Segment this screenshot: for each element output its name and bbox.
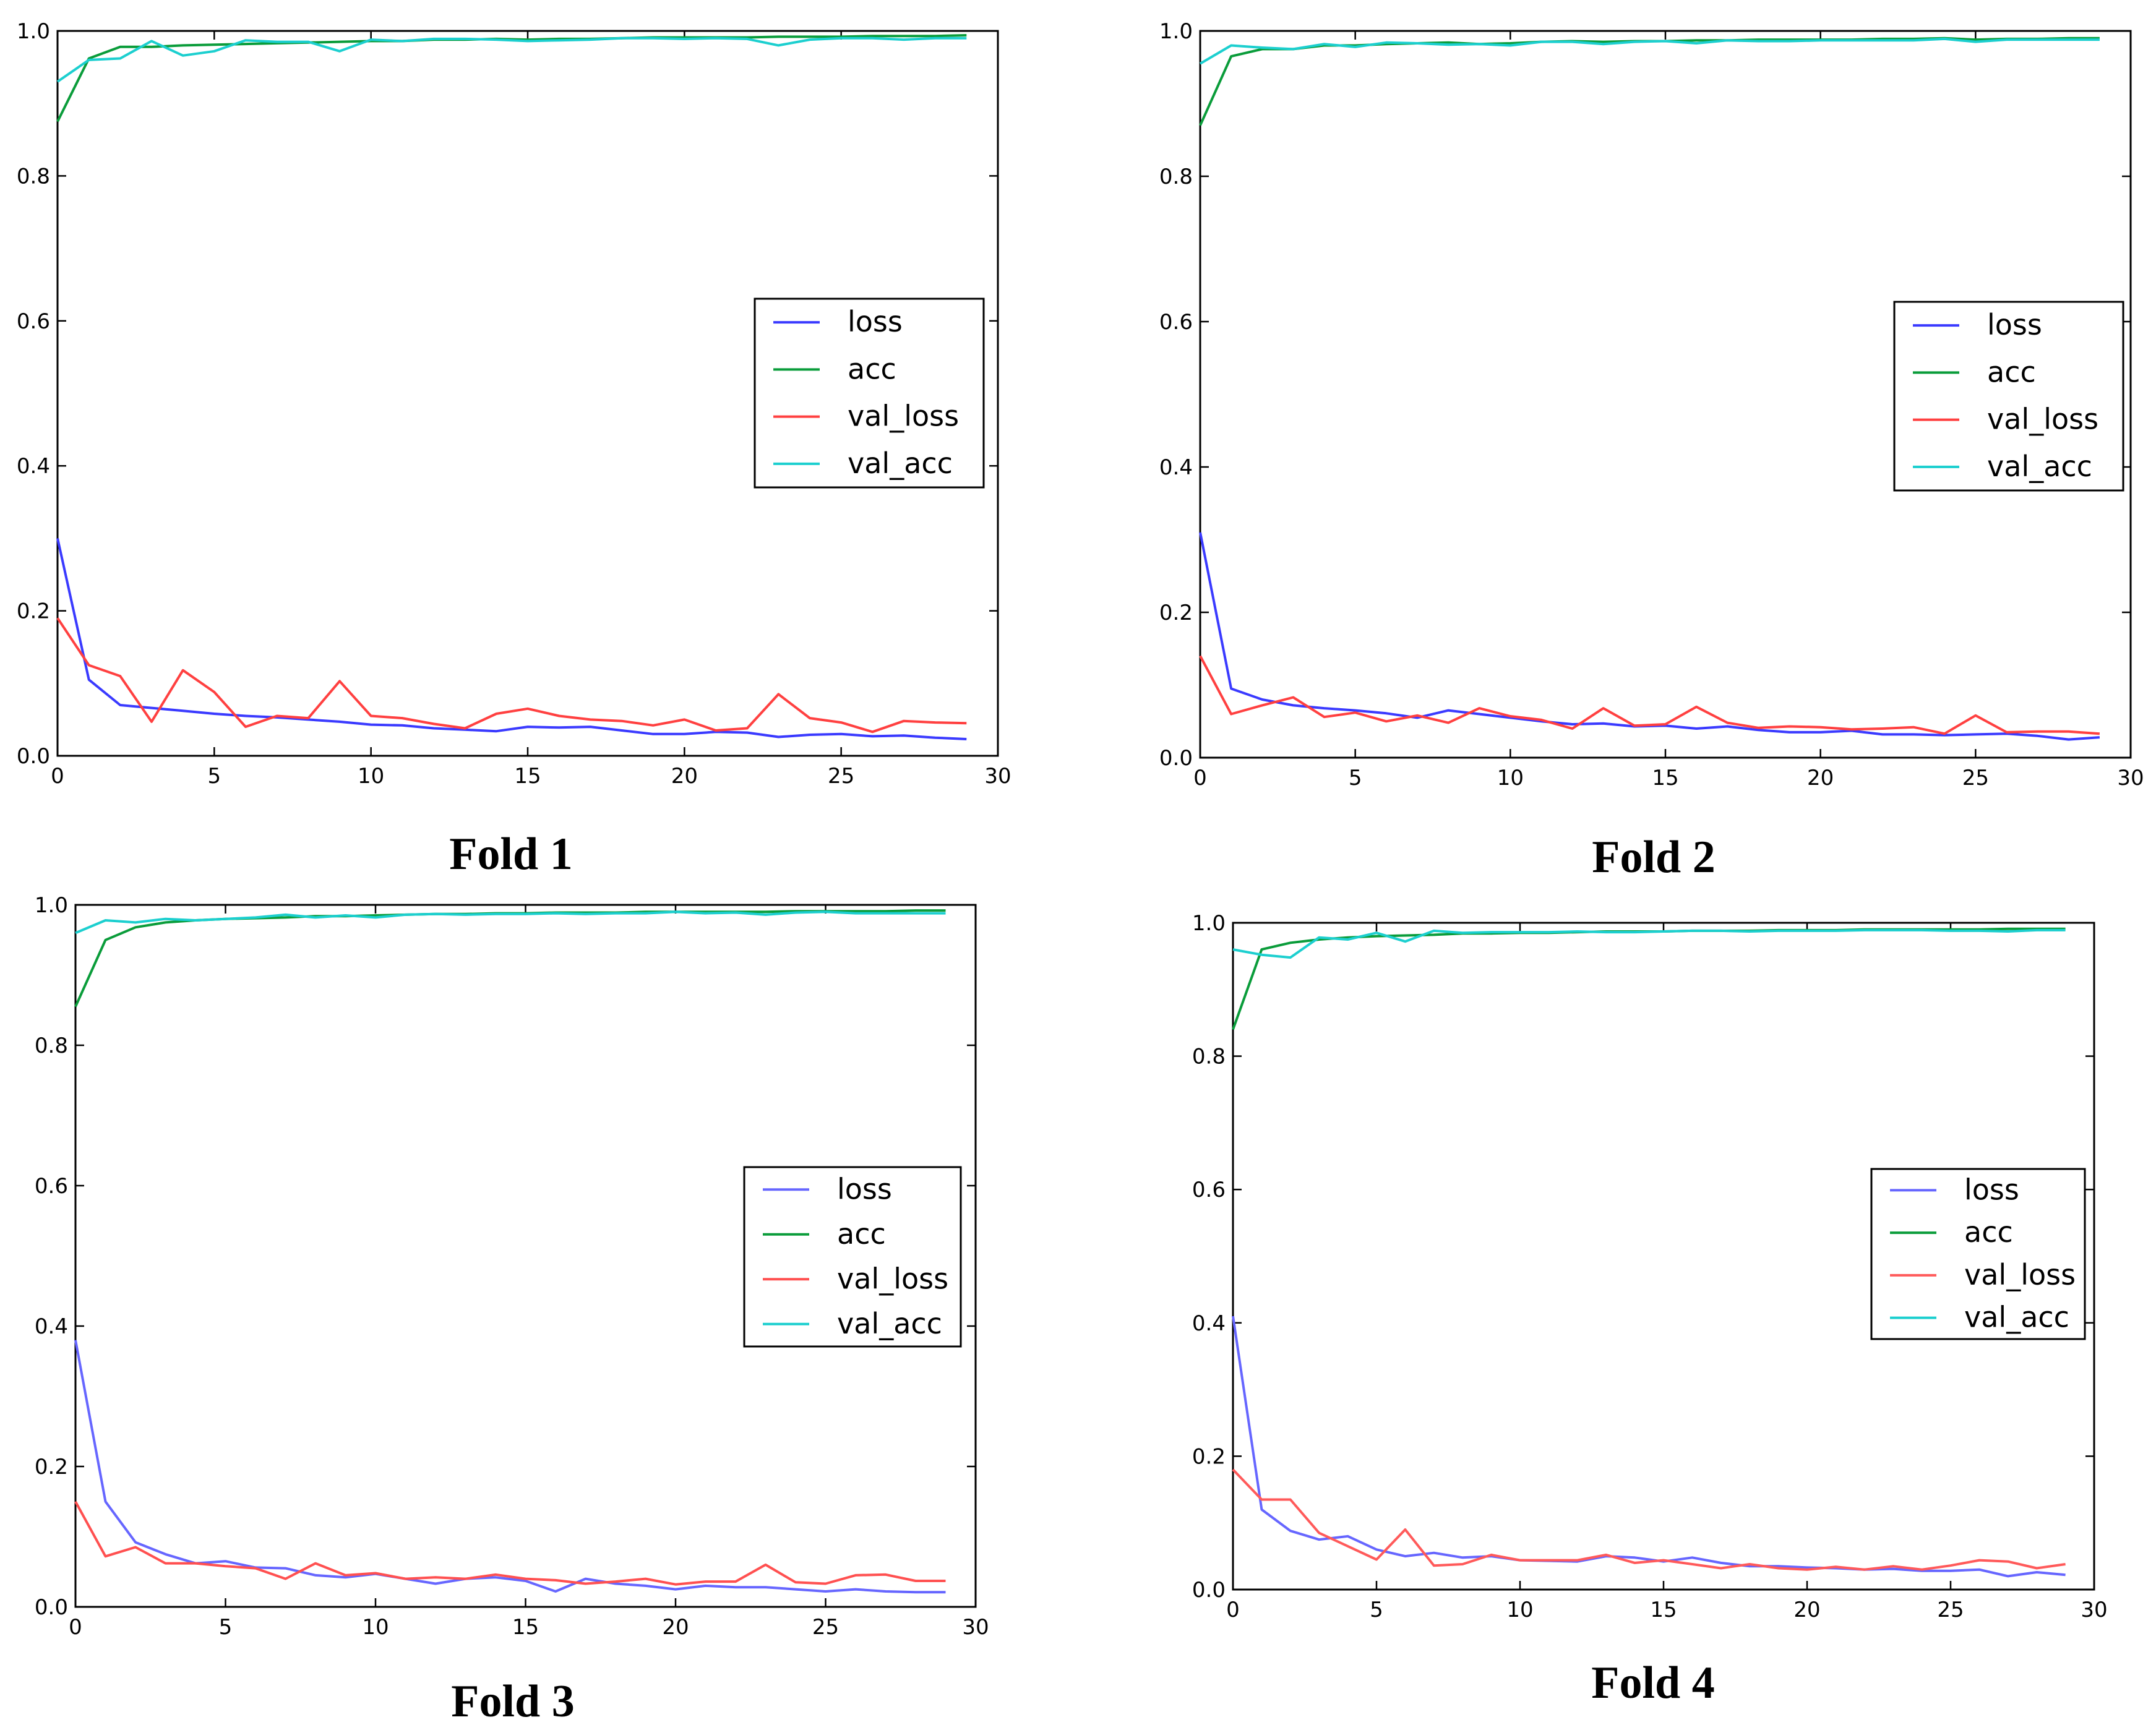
series-line-loss xyxy=(56,537,967,740)
y-tick-label: 0.6 xyxy=(1192,1178,1226,1202)
y-tick-label: 0.6 xyxy=(17,309,50,334)
legend-label-loss: loss xyxy=(1964,1173,2019,1206)
legend-label-val-loss: val_loss xyxy=(837,1262,948,1295)
y-tick-label: 0.0 xyxy=(17,744,50,769)
y-tick-label: 0.2 xyxy=(1192,1444,1226,1469)
x-tick-label: 5 xyxy=(1349,766,1362,790)
y-tick-label: 0.0 xyxy=(35,1595,68,1620)
y-tick-label: 0.8 xyxy=(1192,1045,1226,1069)
y-tick-label: 0.4 xyxy=(17,454,50,479)
x-tick-label: 30 xyxy=(962,1615,989,1640)
x-tick-label: 5 xyxy=(219,1615,233,1640)
y-tick-label: 0.8 xyxy=(1159,165,1193,189)
x-tick-label: 20 xyxy=(1807,766,1834,790)
fold-3-chart: 0.0 0.2 0.4 0.6 0.8 1.0 0 5 10 15 20 25 30 loss acc val… xyxy=(35,893,989,1725)
x-tick-label: 0 xyxy=(1193,766,1207,790)
x-tick-label: 15 xyxy=(514,764,541,789)
legend-box xyxy=(743,1166,962,1348)
y-tick-label: 1.0 xyxy=(1159,19,1193,44)
y-tick-label: 0.2 xyxy=(1159,601,1193,625)
legend-label-acc: acc xyxy=(848,352,896,385)
y-tick-label: 0.4 xyxy=(1192,1311,1226,1336)
x-tick-label: 0 xyxy=(1226,1598,1240,1622)
series-line-val-loss xyxy=(74,1500,946,1586)
x-tick-label: 10 xyxy=(1497,766,1524,790)
x-tick-label: 0 xyxy=(69,1615,82,1640)
x-tick-label: 30 xyxy=(2117,766,2144,790)
series-line-val-acc xyxy=(75,910,946,935)
series-line-val-acc xyxy=(1199,37,2100,65)
y-tick-label: 1.0 xyxy=(35,893,68,918)
fold-caption: Fold 2 xyxy=(1592,832,1715,883)
x-tick-label: 5 xyxy=(1370,1598,1383,1622)
x-tick-label: 20 xyxy=(662,1615,689,1640)
fold-caption: Fold 3 xyxy=(451,1676,574,1725)
x-tick-label: 5 xyxy=(208,764,221,789)
series-line-val-acc xyxy=(1232,928,2066,959)
y-tick-label: 0.4 xyxy=(35,1314,68,1339)
legend-label-val-loss: val_loss xyxy=(848,400,959,433)
y-tick-label: 0.6 xyxy=(35,1174,68,1199)
series-line-loss xyxy=(1232,1316,2066,1578)
legend-box xyxy=(1893,301,2124,492)
legend-label-loss: loss xyxy=(1987,308,2042,341)
legend-label-val-acc: val_acc xyxy=(848,447,953,480)
fold-4-chart: 0.0 0.2 0.4 0.6 0.8 1.0 0 5 10 15 20 25 30 loss acc val… xyxy=(1192,911,2108,1708)
y-tick-label: 0.2 xyxy=(35,1455,68,1479)
x-tick-label: 0 xyxy=(51,764,64,789)
series-line-val-loss xyxy=(56,617,967,734)
legend-label-val-acc: val_acc xyxy=(837,1307,942,1340)
x-tick-label: 10 xyxy=(1506,1598,1533,1622)
x-tick-label: 25 xyxy=(828,764,854,789)
fold-caption: Fold 4 xyxy=(1591,1658,1714,1708)
y-tick-label: 0.8 xyxy=(35,1034,68,1058)
x-tick-label: 25 xyxy=(1937,1598,1964,1622)
legend-box xyxy=(754,297,985,489)
legend-label-val-loss: val_loss xyxy=(1964,1258,2076,1291)
fold-caption: Fold 1 xyxy=(449,829,572,880)
series-line-loss xyxy=(74,1340,946,1594)
series-line-val-loss xyxy=(1199,655,2100,735)
legend-label-acc: acc xyxy=(1987,355,2036,388)
x-tick-label: 30 xyxy=(2081,1598,2107,1622)
series-line-val-loss xyxy=(1232,1468,2066,1571)
x-tick-label: 15 xyxy=(1650,1598,1677,1622)
legend-label-loss: loss xyxy=(837,1172,892,1205)
y-tick-label: 0.0 xyxy=(1192,1578,1226,1603)
legend-label-loss: loss xyxy=(848,305,903,338)
fold-1-chart: 0.0 0.2 0.4 0.6 0.8 1.0 0 5 10 15 20 25 30 loss acc val… xyxy=(17,19,1011,880)
x-tick-label: 20 xyxy=(1793,1598,1820,1622)
x-tick-label: 20 xyxy=(671,764,698,789)
x-tick-label: 15 xyxy=(512,1615,539,1640)
x-tick-label: 10 xyxy=(358,764,384,789)
x-tick-label: 15 xyxy=(1652,766,1678,790)
legend-label-acc: acc xyxy=(837,1217,886,1251)
legend-label-acc: acc xyxy=(1964,1215,2013,1249)
legend-label-val-loss: val_loss xyxy=(1987,403,2098,436)
legend-label-val-acc: val_acc xyxy=(1964,1301,2069,1334)
y-tick-label: 0.6 xyxy=(1159,310,1193,335)
fold-2-chart: 0.0 0.2 0.4 0.6 0.8 1.0 0 5 10 15 20 25 30 loss acc val… xyxy=(1159,19,2144,883)
legend-box xyxy=(1870,1168,2086,1340)
x-tick-label: 25 xyxy=(812,1615,839,1640)
x-tick-label: 10 xyxy=(362,1615,389,1640)
y-tick-label: 1.0 xyxy=(17,19,50,44)
y-tick-label: 0.0 xyxy=(1159,746,1193,771)
y-tick-label: 0.4 xyxy=(1159,455,1193,480)
y-tick-label: 0.2 xyxy=(17,599,50,624)
x-tick-label: 25 xyxy=(1962,766,1989,790)
legend-label-val-acc: val_acc xyxy=(1987,450,2092,483)
y-tick-label: 1.0 xyxy=(1192,911,1226,936)
x-tick-label: 30 xyxy=(984,764,1011,789)
y-tick-label: 0.8 xyxy=(17,164,50,189)
series-line-val-acc xyxy=(56,36,967,83)
